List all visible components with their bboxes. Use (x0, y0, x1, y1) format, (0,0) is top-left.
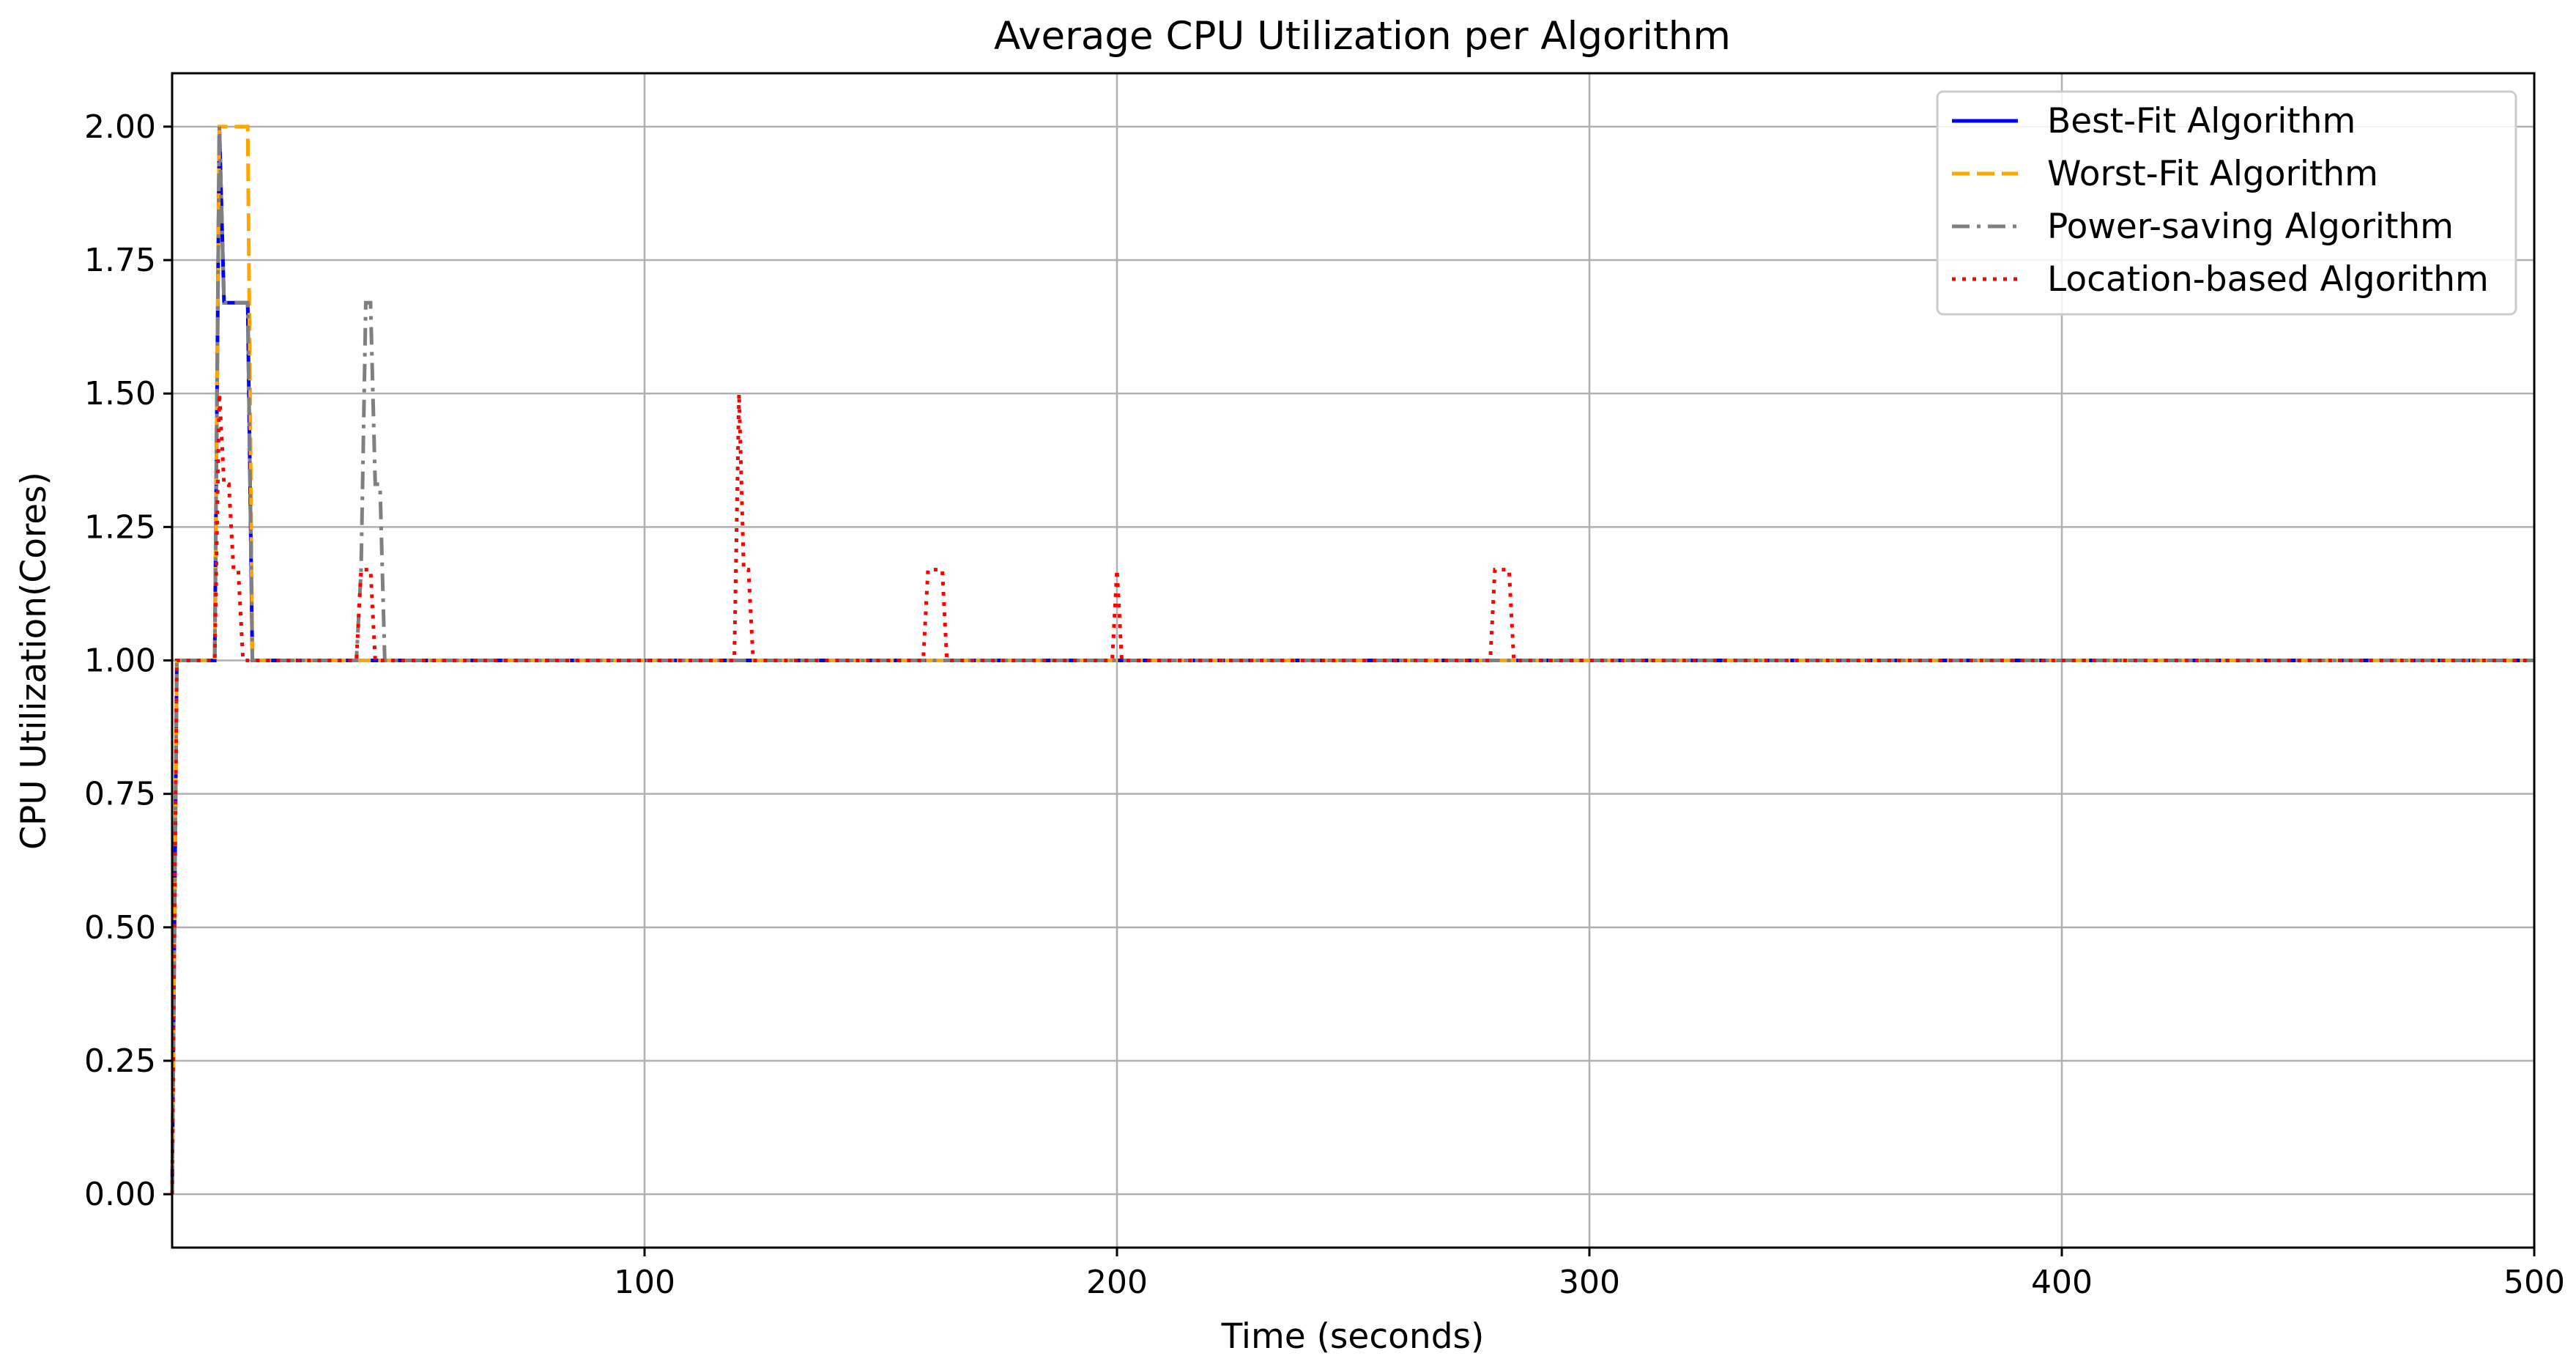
legend-label: Worst-Fit Algorithm (2047, 154, 2378, 194)
x-tick-label: 500 (2503, 1264, 2565, 1301)
y-axis-title: CPU Utilization(Cores) (14, 472, 54, 850)
legend: Best-Fit Algorithm Worst-Fit Algorithm Pow… (1936, 90, 2517, 316)
y-tick-label: 0.50 (84, 909, 156, 946)
y-tick-label: 1.75 (84, 242, 156, 279)
x-tick-label: 200 (1086, 1264, 1148, 1301)
x-tick-label: 400 (2031, 1264, 2093, 1301)
y-axis-ticks: 0.00 0.25 0.50 0.75 1.00 1.25 1.50 1.75 2.00 (84, 108, 172, 1213)
legend-label: Best-Fit Algorithm (2047, 101, 2356, 141)
x-tick-label: 100 (614, 1264, 675, 1301)
y-tick-label: 0.25 (84, 1042, 156, 1080)
y-tick-label: 1.25 (84, 508, 156, 546)
x-axis-title: Time (seconds) (1221, 1316, 1485, 1357)
y-tick-label: 2.00 (84, 108, 156, 146)
legend-label: Power-saving Algorithm (2047, 207, 2454, 247)
y-tick-label: 0.75 (84, 776, 156, 813)
x-axis-ticks: 100 200 300 400 500 (614, 1248, 2565, 1301)
legend-label: Location-based Algorithm (2047, 259, 2489, 300)
chart-title: Average CPU Utilization per Algorithm (994, 14, 1731, 59)
y-tick-label: 1.00 (84, 642, 156, 680)
legend-box (1936, 90, 2517, 316)
y-tick-label: 1.50 (84, 375, 156, 412)
x-tick-label: 300 (1559, 1264, 1620, 1301)
series-line-location-based-algorithm (170, 393, 2534, 1195)
series-line-power-saving-algorithm (170, 126, 2534, 1195)
y-tick-label: 0.00 (84, 1176, 156, 1213)
series-lines (170, 125, 2534, 1195)
